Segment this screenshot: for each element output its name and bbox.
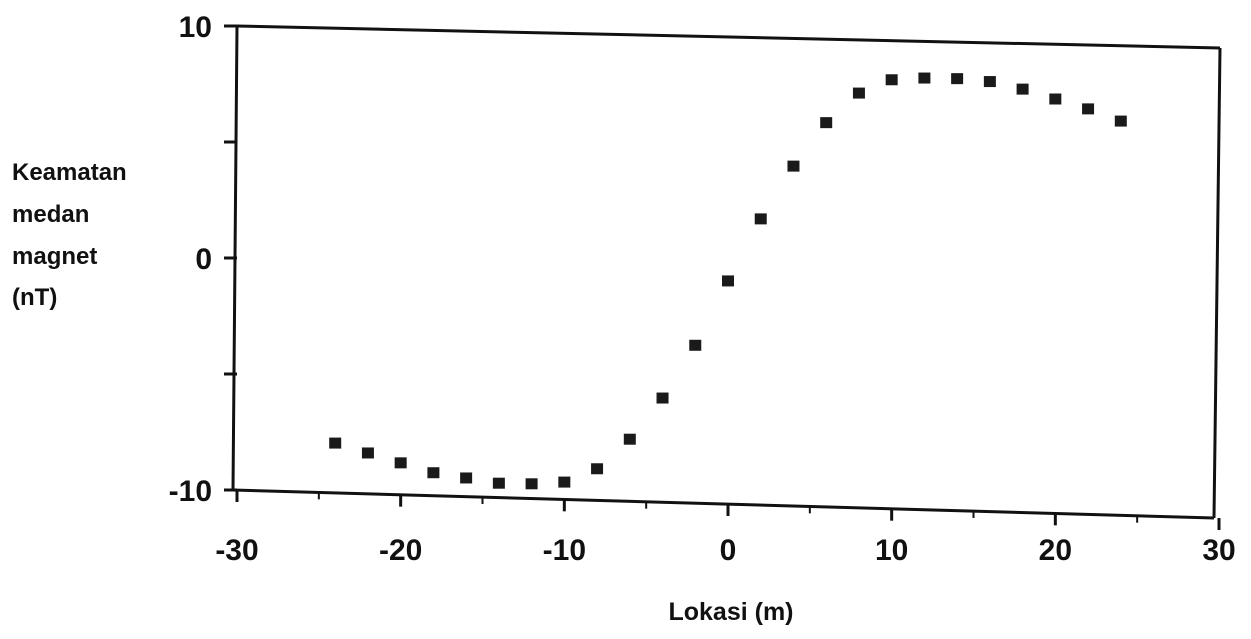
data-point [918,72,931,84]
data-point [852,87,865,99]
data-point [394,457,407,469]
x-tick-label: 10 [875,534,908,567]
data-point [329,437,342,449]
data-point [460,472,473,484]
x-axis-ticks [235,490,1221,531]
x-tick-label: -30 [215,534,258,567]
data-point [1082,103,1095,115]
data-point [1016,83,1029,95]
x-tick-label: 0 [720,534,737,567]
x-tick-labels: -30 -20 -10 0 10 20 30 [215,534,1235,567]
y-tick-label: 0 [195,243,212,276]
data-point [656,392,669,404]
data-point [591,463,604,475]
data-point [787,160,800,172]
plot-frame [231,24,1222,520]
x-axis-line [232,488,1215,520]
data-point [983,76,996,88]
data-point [1049,93,1062,105]
plot-border-top [236,24,1221,50]
data-point [820,117,833,129]
data-point [492,477,505,489]
data-point [623,433,636,445]
y-axis-ticks [224,24,237,492]
x-tick-label: 20 [1039,534,1072,567]
data-point [1114,115,1127,127]
data-point [525,478,538,490]
data-point [951,73,964,85]
x-tick-label: -10 [543,534,586,567]
data-point [885,74,898,86]
plot-border-right [1212,47,1222,519]
data-point [722,275,734,287]
x-tick-label: -20 [379,534,422,567]
data-point [427,467,440,479]
y-axis-label-line-2: medan [12,201,89,228]
y-tick-label: -10 [169,475,212,508]
data-points [329,72,1127,490]
y-tick-labels: -10 0 10 [169,11,212,508]
y-axis-label-line-1: Keamatan [12,159,127,186]
x-tick-label: 30 [1202,534,1235,567]
y-axis-label-line-4: (nT) [12,284,57,311]
data-point [558,476,571,488]
y-tick-label: 10 [179,11,212,44]
data-point [754,213,767,225]
data-point [689,339,702,351]
y-axis-label-line-3: magnet [12,243,97,270]
x-axis-label: Lokasi (m) [668,598,793,626]
data-point [361,447,374,459]
